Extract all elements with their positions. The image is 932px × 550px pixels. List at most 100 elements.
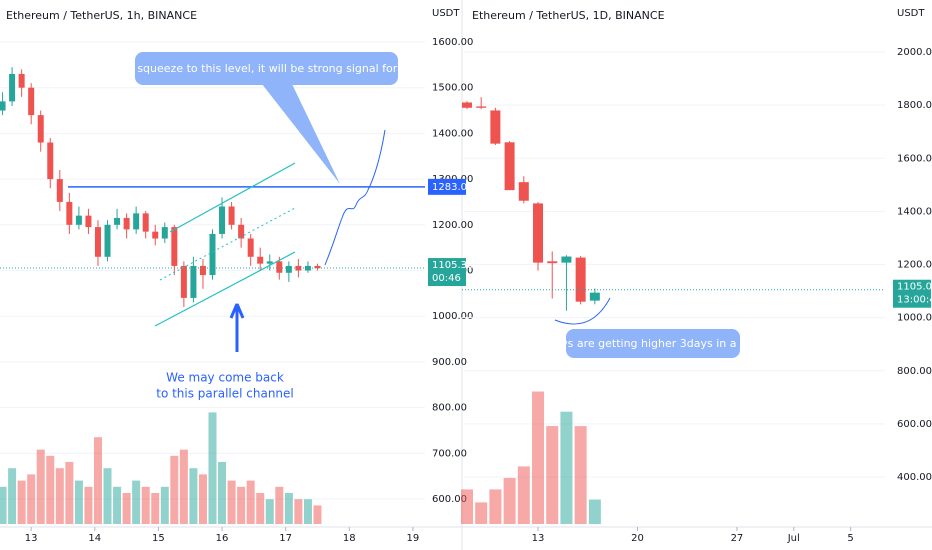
candle-body (461, 102, 472, 108)
x-tick-label: 5 (847, 533, 853, 544)
lows-curve (554, 297, 611, 325)
candle-body (75, 215, 82, 225)
candle-body (276, 261, 283, 273)
channel-lower (154, 251, 296, 327)
volume-bar (93, 437, 102, 524)
chart-1h: Ethereum / TetherUS, 1h, BINANCE USDT 600.… (0, 8, 473, 544)
volume-bar (198, 474, 207, 524)
channel-upper (169, 162, 296, 233)
note-line: We may come back (166, 371, 284, 385)
candle-body (190, 265, 197, 298)
volume-bar (160, 486, 169, 524)
candle-body (161, 227, 168, 239)
candle-body (490, 110, 501, 144)
volume-bar (532, 391, 545, 524)
channel-middle (159, 207, 296, 281)
candle-body (561, 256, 572, 263)
volume-bar (179, 449, 188, 524)
volume-bar (588, 499, 601, 524)
axis-unit: USDT (897, 8, 925, 19)
candle-body (142, 213, 149, 232)
x-tick-label: 19 (407, 533, 420, 544)
candle-body (228, 206, 235, 225)
volume-bar (27, 474, 36, 524)
y-tick-label: 1400.00 (432, 128, 473, 139)
volume-bar (503, 477, 516, 524)
last-price-tag (428, 258, 466, 287)
volume-bar (17, 480, 26, 524)
candle-body (257, 256, 264, 264)
last-price-label: 1105.38 (432, 260, 473, 271)
y-tick-label: 1400.00 (897, 206, 932, 217)
candle-body (589, 292, 600, 301)
x-tick-label: Jul (787, 533, 800, 544)
candle-body (314, 265, 321, 269)
volume-bar (170, 455, 179, 524)
volume-bar (151, 493, 160, 524)
volume-bar (84, 486, 93, 524)
chart-1d: Ethereum / TetherUS, 1D, BINANCE USDT 400.… (460, 8, 932, 544)
y-tick-label: 2000.00 (897, 47, 932, 58)
callout-text: If we squeeze to this level, it will be … (107, 62, 424, 75)
volume-bar (489, 489, 502, 524)
candle-body (247, 238, 254, 257)
volume-bar (0, 486, 7, 524)
arrow (229, 303, 245, 352)
volume-bar (65, 462, 74, 524)
candle-body (199, 265, 206, 276)
y-tick-label: 400.00 (897, 472, 932, 483)
axis-unit: USDT (432, 8, 460, 19)
x-tick-label: 20 (631, 533, 644, 544)
y-tick-label: 700.00 (432, 448, 467, 459)
x-tick-label: 13 (532, 533, 545, 544)
candle-body (0, 101, 6, 111)
candle-body (114, 217, 121, 225)
x-tick-label: 14 (88, 533, 101, 544)
volume-bar (122, 493, 131, 524)
countdown-label: 13:00:46 (897, 295, 932, 306)
last-price-label: 1105.04 (897, 282, 932, 293)
volume-bar (208, 412, 217, 524)
candle-body (285, 265, 292, 273)
y-tick-label: 1600.00 (432, 37, 473, 48)
volume-bar (517, 466, 530, 524)
level-label: 1283.06 (432, 182, 473, 193)
candle-body (504, 142, 515, 191)
volume-bar (227, 480, 236, 524)
chart-title: Ethereum / TetherUS, 1D, BINANCE (472, 9, 665, 22)
volume-bar (189, 468, 198, 524)
countdown-label: 00:46 (432, 273, 461, 284)
candle-body (47, 142, 54, 180)
y-tick-label: 600.00 (897, 419, 932, 430)
volume-bar (294, 499, 303, 524)
volume-bar (141, 486, 150, 524)
y-tick-label: 800.00 (432, 403, 467, 414)
candle-body (85, 215, 92, 228)
candle-body (266, 261, 273, 264)
volume-bar (303, 499, 312, 524)
y-tick-label: 900.00 (432, 357, 467, 368)
y-tick-label: 1200.00 (432, 220, 473, 231)
volume-bar (8, 468, 17, 524)
volume-bar (74, 480, 83, 524)
x-tick-label: 15 (152, 533, 165, 544)
callout-box (135, 52, 398, 85)
candle-body (37, 115, 44, 143)
volume-bar (46, 455, 55, 524)
y-tick-label: 1500.00 (432, 83, 473, 94)
volume-bar (546, 426, 559, 524)
level-tag (428, 178, 466, 195)
candle-body (152, 231, 159, 239)
volume-bar (265, 499, 274, 524)
y-tick-label: 1000.00 (432, 311, 473, 322)
callout-box (566, 329, 740, 358)
volume-bar (55, 468, 64, 524)
volume-bar (275, 486, 284, 524)
candle-body (133, 213, 140, 230)
y-tick-label: 1800.00 (897, 100, 932, 111)
volume-bar (237, 486, 246, 524)
volume-bar (132, 480, 141, 524)
x-tick-label: 16 (216, 533, 229, 544)
note-line: to this parallel channel (156, 387, 294, 401)
